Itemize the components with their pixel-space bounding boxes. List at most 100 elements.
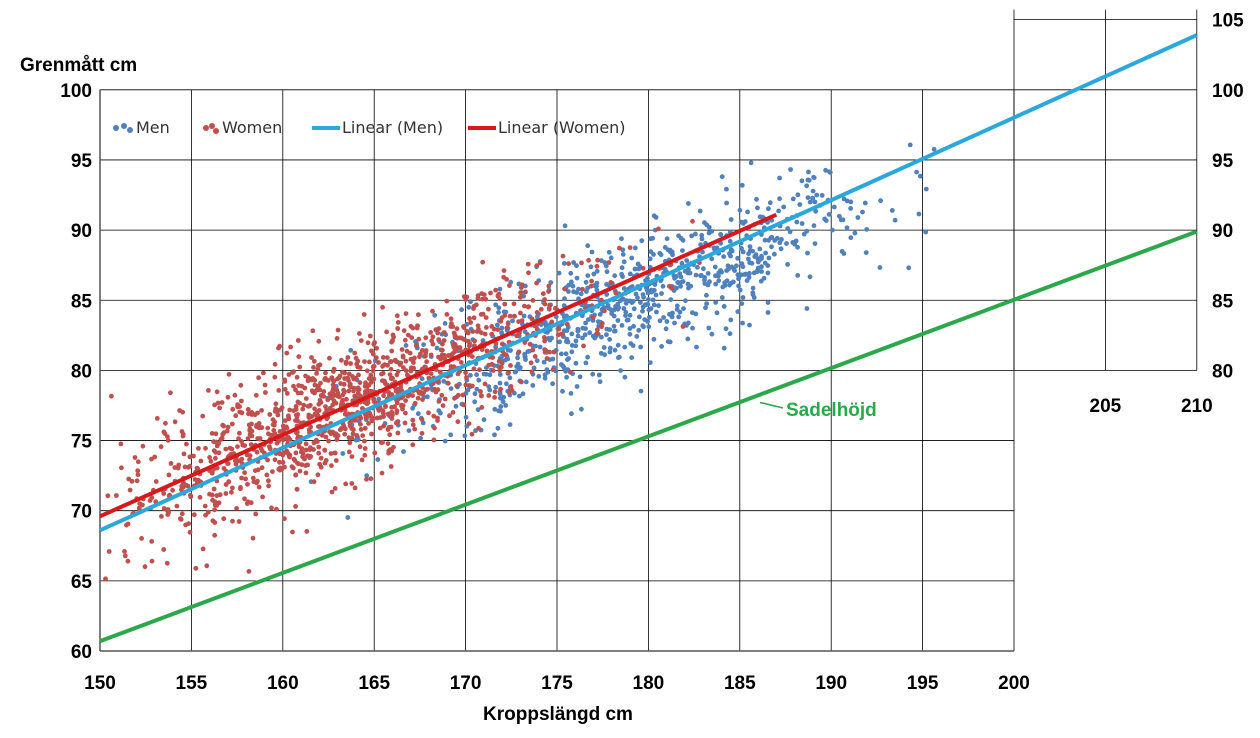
men-point (656, 303, 661, 309)
women-point (315, 472, 321, 478)
women-point (213, 455, 218, 461)
women-point (484, 348, 490, 354)
men-point (590, 371, 596, 377)
women-point (212, 402, 218, 408)
men-point (573, 360, 579, 366)
women-point (176, 462, 182, 468)
men-point (441, 378, 447, 384)
women-point (294, 374, 300, 380)
men-point (635, 261, 641, 267)
men-point (611, 323, 617, 329)
women-point (333, 458, 339, 463)
women-point (518, 379, 524, 384)
women-point (387, 411, 392, 417)
x-axis-title: Kroppslängd cm (483, 704, 633, 725)
men-point (533, 343, 538, 349)
men-point (650, 297, 656, 303)
women-point (564, 321, 570, 327)
men-point (504, 381, 509, 387)
men-point (569, 279, 574, 285)
women-point (132, 455, 138, 460)
women-point (449, 321, 454, 326)
women-point (216, 450, 222, 456)
women-point (518, 310, 523, 316)
y-tick-label: 85 (71, 291, 93, 312)
men-point (604, 292, 610, 297)
women-point (416, 336, 422, 342)
men-point (602, 260, 608, 265)
men-point (784, 241, 789, 246)
women-point (221, 423, 227, 429)
women-point (402, 420, 408, 426)
men-point (498, 404, 504, 409)
women-point (137, 501, 143, 506)
men-point (622, 374, 628, 380)
men-point (714, 245, 720, 251)
x-tick-label: 170 (450, 673, 482, 694)
men-point (621, 306, 627, 311)
women-point (550, 367, 556, 373)
women-point (215, 400, 221, 406)
men-point (627, 326, 633, 331)
women-point (142, 564, 148, 570)
men-point (709, 331, 715, 337)
men-point (703, 305, 708, 311)
x-tick-label: 160 (267, 673, 299, 694)
men-point (720, 284, 726, 290)
men-point (667, 247, 673, 253)
men-point (498, 408, 503, 414)
men-point (568, 270, 574, 276)
men-point (674, 285, 679, 291)
men-point (442, 438, 448, 444)
men-point (651, 213, 657, 219)
men-point (517, 393, 522, 399)
women-point (428, 352, 434, 358)
women-point (154, 416, 160, 421)
women-point (471, 315, 477, 321)
women-point (345, 355, 351, 360)
women-point (295, 460, 300, 466)
men-point (848, 235, 854, 241)
men-point (560, 388, 565, 394)
men-point (837, 213, 842, 219)
men-point (661, 315, 666, 320)
men-point (728, 317, 734, 323)
men-point (795, 273, 801, 278)
men-point (601, 345, 607, 350)
men-point (763, 250, 768, 256)
men-point (878, 198, 883, 204)
men-point (765, 263, 771, 268)
women-point (303, 373, 308, 379)
men-point (721, 304, 727, 309)
men-point (375, 457, 381, 462)
women-point (384, 329, 389, 335)
women-point (493, 287, 498, 293)
women-point (388, 359, 393, 365)
women-point (380, 363, 385, 369)
women-point (516, 349, 522, 355)
women-point (296, 383, 301, 388)
men-point (501, 394, 507, 400)
men-point (731, 279, 736, 285)
women-point (627, 245, 633, 251)
women-point (139, 536, 145, 541)
women-point (428, 371, 434, 376)
women-point (465, 338, 471, 344)
legend-marker-women (209, 123, 215, 129)
men-point (917, 173, 923, 179)
men-point (805, 177, 811, 183)
women-point (479, 405, 485, 410)
women-point (581, 343, 586, 349)
women-point (242, 496, 247, 502)
women-point (476, 326, 481, 332)
men-point (864, 227, 870, 232)
men-point (750, 285, 756, 291)
women-point (304, 529, 310, 534)
men-point (747, 322, 752, 328)
men-point (747, 244, 753, 250)
women-point (179, 511, 185, 517)
men-point (659, 291, 664, 296)
men-point (805, 195, 811, 201)
men-point (758, 278, 764, 284)
men-point (702, 281, 708, 286)
